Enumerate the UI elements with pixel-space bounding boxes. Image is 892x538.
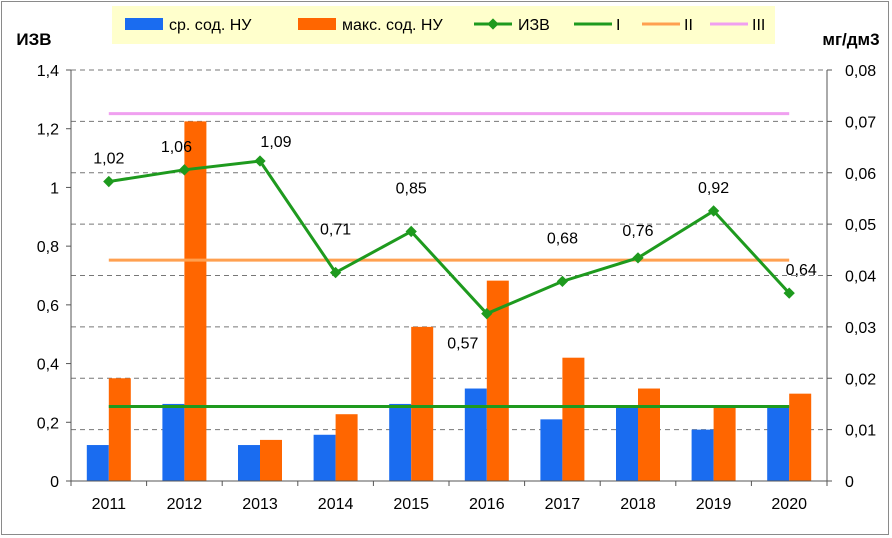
- right-tick-label: 0,03: [845, 320, 876, 337]
- right-tick-label: 0,01: [845, 423, 876, 440]
- izv-data-label: 0,92: [698, 180, 729, 197]
- right-tick-label: 0,04: [845, 269, 876, 286]
- izv-data-label: 1,02: [93, 151, 124, 168]
- x-tick-label: 2013: [242, 496, 278, 513]
- izv-point-2014: [329, 266, 342, 279]
- left-tick-label: 0,6: [37, 298, 59, 315]
- izv-data-label: 0,68: [547, 230, 578, 247]
- izv-point-2019: [707, 205, 720, 217]
- x-tick-label: 2012: [167, 496, 203, 513]
- left-tick-label: 0,8: [37, 239, 59, 256]
- right-tick-label: 0,02: [845, 371, 876, 388]
- left-tick-label: 1: [50, 180, 59, 197]
- izv-line-path: [108, 159, 791, 316]
- izv-data-label: 1,06: [161, 139, 192, 156]
- legend-label: макс. сод. НУ: [342, 17, 443, 34]
- right-axis-title: мг/дм3: [822, 30, 879, 49]
- x-tick-label: 2011: [92, 496, 127, 513]
- bar-max-2019: [713, 406, 736, 481]
- izv-point-2020: [783, 287, 795, 299]
- bar-max-2018: [638, 388, 660, 481]
- axes: 0 0,2 0,4 0,6 0,8 1 1,2 1,4 0 0,01 0,02 0,03 0,04 0,0…: [37, 63, 876, 513]
- izv-data-label: 1,09: [260, 134, 291, 151]
- x-tick-label: 2015: [393, 496, 429, 513]
- bar-max-2020: [789, 393, 812, 481]
- legend-label: II: [684, 17, 693, 34]
- izv-data-label: 0,76: [622, 223, 653, 240]
- left-tick-label: 1,2: [37, 122, 59, 139]
- bar-avg-2013: [238, 445, 260, 481]
- legend-label: III: [752, 17, 765, 34]
- left-tick-label: 0: [50, 474, 59, 491]
- bar-avg-2016: [464, 388, 487, 481]
- reference-lines: [108, 112, 790, 409]
- izv-point-2012: [178, 164, 191, 176]
- right-tick-label: 0: [845, 474, 854, 491]
- right-tick-label: 0,07: [845, 114, 876, 131]
- right-tick-label: 0,08: [845, 63, 876, 80]
- izv-data-label: 0,57: [447, 336, 478, 353]
- izv-point-2013: [254, 155, 266, 167]
- x-tick-label: 2020: [771, 496, 807, 513]
- x-tick-label: 2019: [696, 496, 732, 513]
- x-tick-label: 2018: [620, 496, 656, 513]
- x-tick-label: 2016: [469, 496, 505, 513]
- x-tick-label: 2017: [545, 496, 581, 513]
- legend-label: ИЗВ: [518, 17, 550, 34]
- bar-avg-2020: [767, 406, 790, 481]
- bar-max-2014: [335, 414, 358, 481]
- izv-point-2016: [481, 308, 493, 320]
- izv-data-label: 0,64: [786, 262, 817, 279]
- izv-data-label: 0,85: [396, 180, 427, 197]
- bar-max-2015: [411, 326, 434, 481]
- left-tick-label: 0,4: [37, 357, 59, 374]
- legend-swatch: [298, 18, 336, 30]
- legend-swatch: [125, 18, 163, 30]
- bar-avg-2014: [313, 434, 336, 481]
- izv-line: 1,02 1,06 1,09 0,71 0,85 0,57 0,68 0,76 0,92 0,64: [93, 134, 817, 353]
- bar-max-2012: [184, 121, 207, 481]
- bar-max-2011: [108, 378, 131, 481]
- izv-point-2015: [405, 225, 417, 238]
- bar-avg-2011: [86, 445, 109, 481]
- bars: [86, 121, 812, 481]
- bar-max-2016: [486, 280, 509, 481]
- right-tick-label: 0,06: [845, 166, 876, 183]
- legend-label: I: [616, 17, 620, 34]
- right-tick-label: 0,05: [845, 217, 876, 234]
- izv-point-2017: [556, 275, 569, 288]
- left-tick-label: 1,4: [37, 63, 59, 80]
- izv-data-label: 0,71: [320, 222, 351, 239]
- bar-avg-2012: [162, 403, 185, 481]
- izv-point-2018: [632, 252, 644, 264]
- legend-label: ср. сод. НУ: [169, 17, 252, 34]
- left-tick-label: 0,2: [37, 415, 59, 432]
- left-axis-title: ИЗВ: [16, 30, 51, 49]
- legend: ср. сод. НУ макс. сод. НУ ИЗВ I II III: [125, 17, 765, 34]
- bar-avg-2019: [691, 429, 714, 481]
- bar-max-2017: [562, 357, 585, 481]
- x-tick-label: 2014: [318, 496, 354, 513]
- bar-avg-2017: [540, 419, 563, 481]
- bar-avg-2015: [389, 403, 412, 481]
- bar-avg-2018: [616, 406, 638, 481]
- bar-max-2013: [260, 439, 282, 481]
- izv-point-2011: [103, 175, 115, 188]
